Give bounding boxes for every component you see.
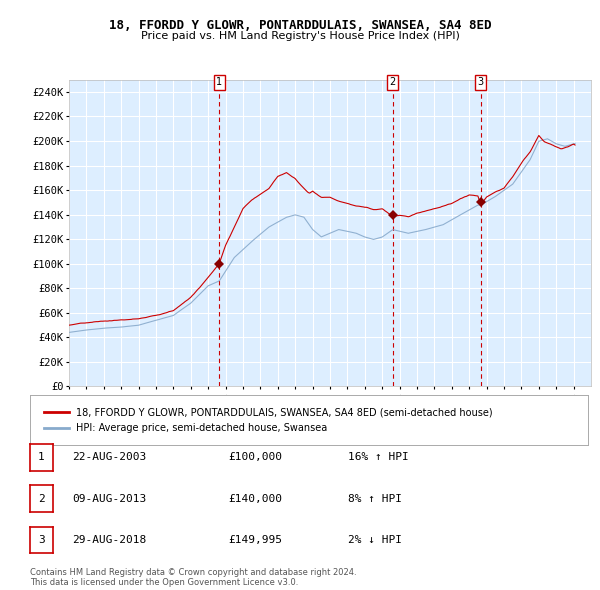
Text: 3: 3 [38, 535, 45, 545]
Text: 1: 1 [38, 453, 45, 462]
Text: £100,000: £100,000 [228, 453, 282, 462]
Text: 18, FFORDD Y GLOWR, PONTARDDULAIS, SWANSEA, SA4 8ED: 18, FFORDD Y GLOWR, PONTARDDULAIS, SWANS… [109, 19, 491, 32]
Text: 2% ↓ HPI: 2% ↓ HPI [348, 535, 402, 545]
Text: 16% ↑ HPI: 16% ↑ HPI [348, 453, 409, 462]
Text: Contains HM Land Registry data © Crown copyright and database right 2024.
This d: Contains HM Land Registry data © Crown c… [30, 568, 356, 587]
Text: £140,000: £140,000 [228, 494, 282, 503]
Text: 2: 2 [389, 77, 396, 87]
Legend: 18, FFORDD Y GLOWR, PONTARDDULAIS, SWANSEA, SA4 8ED (semi-detached house), HPI: : 18, FFORDD Y GLOWR, PONTARDDULAIS, SWANS… [40, 404, 497, 437]
Text: 09-AUG-2013: 09-AUG-2013 [72, 494, 146, 503]
Text: 2: 2 [38, 494, 45, 503]
Text: 1: 1 [216, 77, 223, 87]
Text: £149,995: £149,995 [228, 535, 282, 545]
Text: 8% ↑ HPI: 8% ↑ HPI [348, 494, 402, 503]
Text: 3: 3 [478, 77, 484, 87]
Text: 22-AUG-2003: 22-AUG-2003 [72, 453, 146, 462]
Text: 29-AUG-2018: 29-AUG-2018 [72, 535, 146, 545]
Text: Price paid vs. HM Land Registry's House Price Index (HPI): Price paid vs. HM Land Registry's House … [140, 31, 460, 41]
